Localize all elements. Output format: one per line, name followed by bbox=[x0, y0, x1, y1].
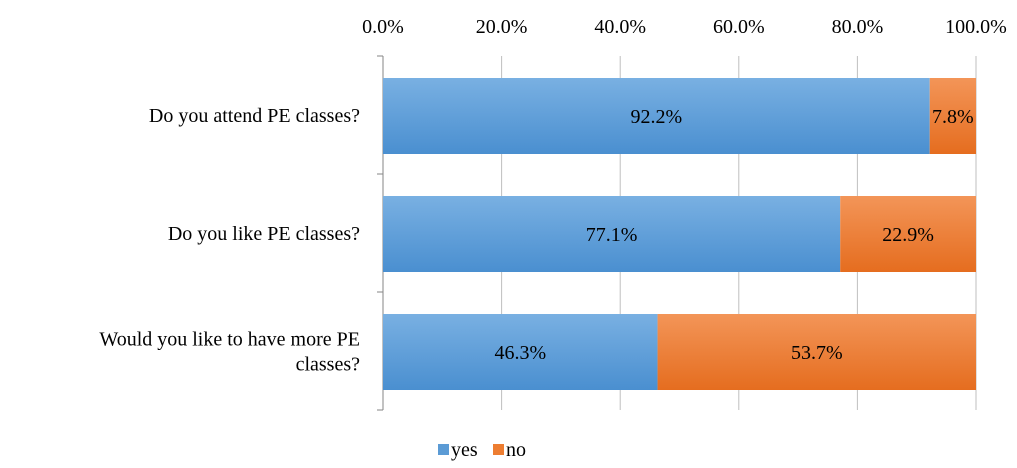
bar-no bbox=[657, 314, 976, 390]
data-label: 46.3% bbox=[494, 342, 546, 364]
category-label: Would you like to have more PE classes? bbox=[99, 329, 360, 376]
bar-yes bbox=[383, 78, 930, 154]
category-labels: Do you attend PE classes? Do you like PE … bbox=[99, 105, 360, 376]
legend-swatch-yes bbox=[438, 444, 449, 455]
legend: yes no bbox=[438, 439, 526, 461]
bar-yes bbox=[383, 196, 841, 272]
x-tick-label: 80.0% bbox=[832, 16, 884, 38]
data-label: 7.8% bbox=[932, 106, 974, 128]
category-label: Do you attend PE classes? bbox=[149, 105, 360, 127]
axes bbox=[377, 55, 384, 411]
x-tick-labels: 0.0% 20.0% 40.0% 60.0% 80.0% 100.0% bbox=[362, 16, 1007, 38]
category-label: Do you like PE classes? bbox=[168, 223, 360, 245]
data-label: 22.9% bbox=[882, 224, 934, 246]
legend-label-yes: yes bbox=[451, 439, 478, 461]
data-label: 53.7% bbox=[791, 342, 843, 364]
bars: 92.2% 7.8% 77.1% 22.9% 46.3% 53.7% bbox=[383, 78, 976, 390]
x-tick-label: 20.0% bbox=[476, 16, 528, 38]
data-label: 92.2% bbox=[631, 106, 683, 128]
x-tick-label: 0.0% bbox=[362, 16, 404, 38]
legend-swatch-no bbox=[493, 444, 504, 455]
data-label: 77.1% bbox=[586, 224, 638, 246]
x-tick-label: 60.0% bbox=[713, 16, 765, 38]
bar-no bbox=[840, 196, 976, 272]
legend-label-no: no bbox=[506, 439, 526, 461]
bar-no bbox=[929, 78, 976, 154]
x-tick-label: 40.0% bbox=[594, 16, 646, 38]
bar-yes bbox=[383, 314, 658, 390]
x-tick-label: 100.0% bbox=[945, 16, 1007, 38]
